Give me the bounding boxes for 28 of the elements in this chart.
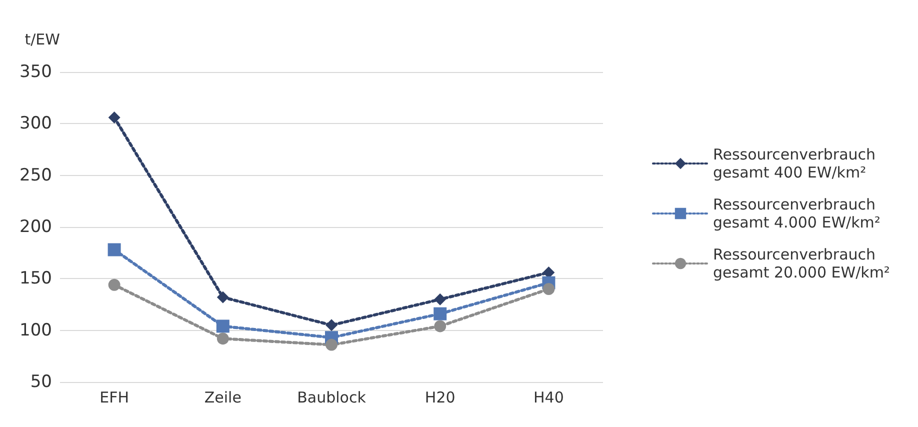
point <box>216 332 229 345</box>
point <box>108 278 120 291</box>
point <box>434 293 446 306</box>
x-tick-label: EFH <box>100 388 129 406</box>
legend-label: Ressourcenverbrauch gesamt 400 EW/km² <box>713 146 880 182</box>
point <box>542 283 555 295</box>
x-tick-label: Baublock <box>297 388 366 406</box>
y-tick-label: 150 <box>20 268 52 289</box>
y-tick-label: 300 <box>20 114 52 134</box>
y-tick-label: 200 <box>20 217 52 237</box>
y-tick-label: 350 <box>20 62 52 82</box>
legend-label: Ressourcenverbrauch gesamt 4.000 EW/km² <box>713 196 880 232</box>
point <box>108 243 121 256</box>
y-tick-label: 50 <box>30 372 52 392</box>
legend-label: Ressourcenverbrauch gesamt 20.000 EW/km² <box>713 246 890 282</box>
point <box>216 291 229 304</box>
x-tick-label: Zeile <box>204 388 242 406</box>
point <box>108 111 120 124</box>
x-tick-label: H20 <box>424 388 456 406</box>
point <box>326 319 338 332</box>
point <box>216 320 230 333</box>
y-tick-label: 250 <box>20 165 52 186</box>
point <box>434 307 447 320</box>
y-axis-title: t/EW <box>24 30 60 48</box>
point <box>326 338 338 351</box>
x-tick-label: H40 <box>534 388 564 406</box>
y-tick-label: 100 <box>20 320 52 340</box>
point <box>434 320 446 332</box>
